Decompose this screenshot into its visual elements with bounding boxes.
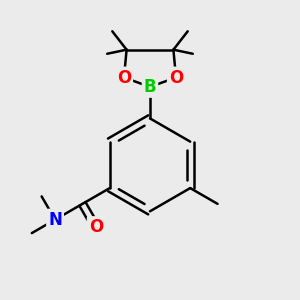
Text: O: O: [117, 69, 131, 87]
Text: N: N: [48, 211, 62, 229]
Text: O: O: [89, 218, 103, 236]
Text: B: B: [144, 78, 156, 96]
Text: O: O: [169, 69, 183, 87]
